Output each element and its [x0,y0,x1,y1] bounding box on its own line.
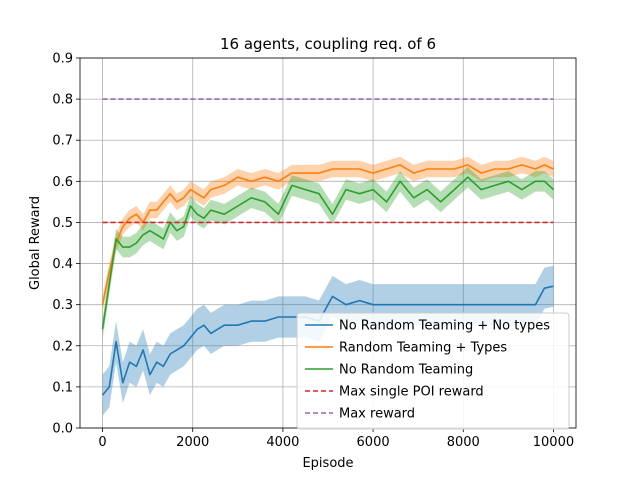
x-tick-label: 4000 [266,435,299,450]
legend-label: No Random Teaming [339,363,473,378]
legend-label: Max reward [339,407,415,422]
legend-box [296,312,570,430]
y-tick-label: 0.5 [52,216,73,231]
confidence-bands [102,156,554,416]
y-tick-label: 0.4 [52,257,73,272]
band-series-0 [102,265,554,416]
x-tick-label: 6000 [357,435,390,450]
band-series-2 [102,166,554,340]
x-tick-label: 2000 [176,435,209,450]
legend-label: No Random Teaming + No types [339,319,550,334]
y-tick-label: 0.0 [52,422,73,437]
y-axis-label: Global Reward [28,196,43,290]
line-series-2 [101,176,555,330]
legend: No Random Teaming + No types Random Teami… [296,312,570,430]
y-tick-label: 0.8 [52,93,73,108]
x-tick-label: 8000 [447,435,480,450]
y-tick-label: 0.2 [52,339,73,354]
line-series-1 [101,164,554,305]
chart-title: 16 agents, coupling req. of 6 [220,35,436,53]
y-tick-label: 0.6 [52,175,73,190]
y-tick-label: 0.7 [52,134,73,149]
y-axis: 0.0 0.1 0.2 0.3 0.4 0.5 0.6 0.7 0.8 0.9 [52,52,80,437]
y-tick-label: 0.9 [52,52,73,67]
line-series-0 [101,285,554,396]
x-tick-label: 10000 [533,435,574,450]
x-tick-label: 0 [98,435,106,450]
legend-label: Max single POI reward [339,385,484,400]
y-tick-label: 0.1 [52,380,73,395]
legend-label: Random Teaming + Types [339,341,507,356]
band-series-1 [102,156,554,313]
x-axis-label: Episode [302,456,353,471]
series-lines [101,98,555,396]
x-axis: 0 2000 4000 6000 8000 10000 [98,428,574,450]
y-tick-label: 0.3 [52,298,73,313]
